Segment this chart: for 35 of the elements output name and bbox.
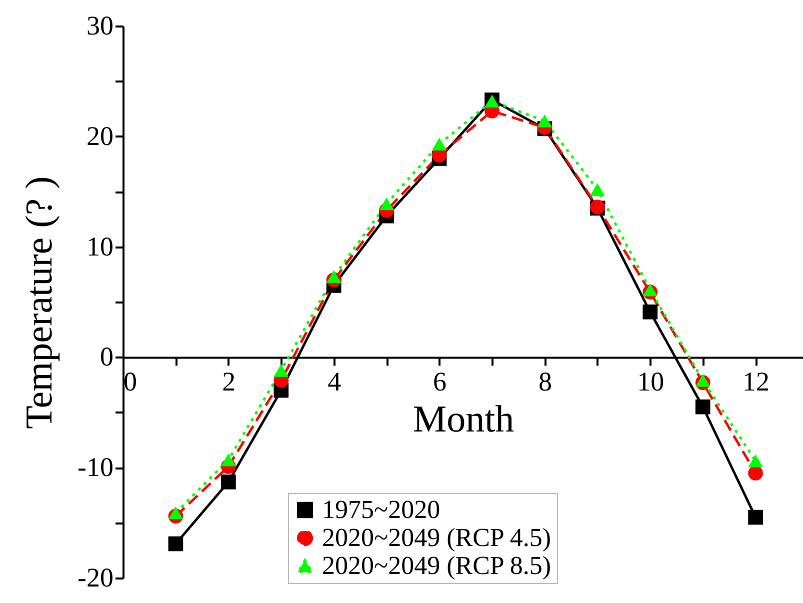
point <box>379 197 394 210</box>
x-tick-label: 6 <box>433 366 447 397</box>
x-tick-label: 0 <box>124 366 137 397</box>
point <box>432 138 447 151</box>
point <box>221 474 236 490</box>
y-tick-label: 30 <box>86 10 114 40</box>
point <box>168 536 184 552</box>
point <box>748 510 763 525</box>
point <box>642 304 658 320</box>
point <box>590 182 605 196</box>
y-tick-label: -20 <box>78 562 114 592</box>
y-tick-label: 0 <box>100 342 114 372</box>
point <box>168 506 184 520</box>
x-tick-label: 4 <box>328 366 342 397</box>
x-tick-label: 10 <box>637 366 664 397</box>
legend-label: 1975~2020 <box>322 495 440 524</box>
y-tick-label: 20 <box>86 120 114 151</box>
point <box>537 114 552 128</box>
point <box>326 270 342 284</box>
point <box>221 453 236 466</box>
y-axis-title: Temperature (? ) <box>18 176 61 429</box>
x-axis-title: Month <box>412 398 514 441</box>
point <box>274 364 289 377</box>
x-tick-label: 8 <box>538 366 552 397</box>
legend-label: 2020~2049 (RCP 8.5) <box>322 551 552 580</box>
legend-label: 2020~2049 (RCP 4.5) <box>322 523 552 552</box>
x-tick-label: 2 <box>222 366 236 397</box>
y-tick-label: 10 <box>86 231 114 262</box>
x-tick-label: 12 <box>742 366 770 397</box>
point <box>748 454 763 468</box>
point <box>695 374 710 387</box>
point <box>642 283 658 296</box>
point <box>695 399 710 414</box>
point <box>748 466 763 481</box>
y-tick-label: -10 <box>78 452 114 482</box>
